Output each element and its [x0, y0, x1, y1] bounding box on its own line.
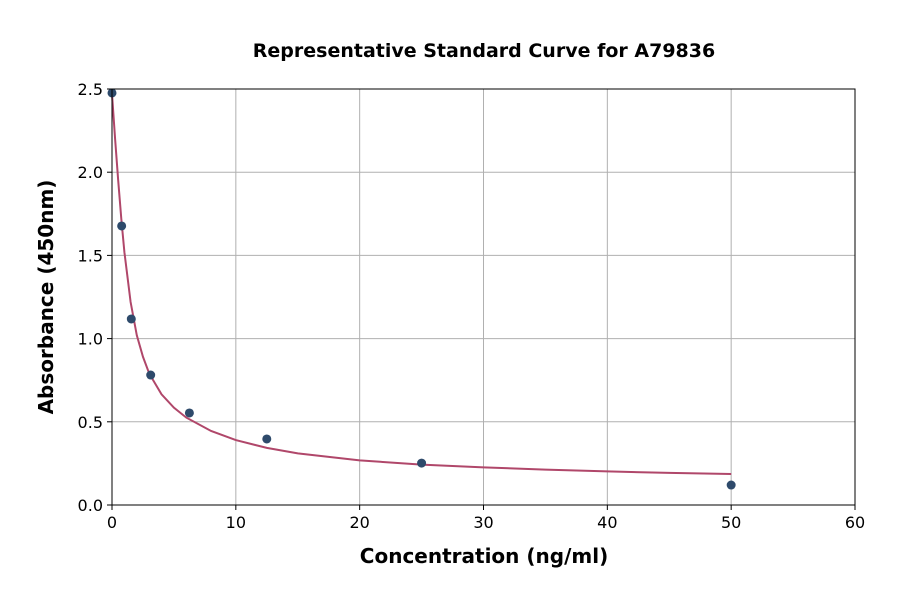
x-tick-label: 60 — [845, 513, 865, 532]
data-point — [417, 458, 427, 468]
data-point — [126, 314, 136, 324]
x-tick-label: 50 — [721, 513, 741, 532]
data-point — [726, 480, 736, 490]
y-tick-label: 2.5 — [78, 80, 103, 99]
y-tick-label: 2.0 — [78, 163, 103, 182]
data-point — [146, 370, 156, 380]
x-tick-label: 30 — [473, 513, 493, 532]
data-point — [117, 221, 127, 231]
x-tick-label: 0 — [107, 513, 117, 532]
x-axis-label: Concentration (ng/ml) — [360, 544, 608, 568]
x-tick-label: 20 — [349, 513, 369, 532]
y-tick-label: 1.5 — [78, 246, 103, 265]
data-point — [262, 434, 272, 444]
y-axis-label: Absorbance (450nm) — [34, 180, 58, 415]
x-tick-label: 40 — [597, 513, 617, 532]
chart-title: Representative Standard Curve for A79836 — [253, 40, 715, 62]
x-tick-label: 10 — [226, 513, 246, 532]
y-tick-label: 0.5 — [78, 413, 103, 432]
y-tick-label: 0.0 — [78, 496, 103, 515]
fit-curve — [111, 93, 732, 475]
y-tick-label: 1.0 — [78, 330, 103, 349]
data-point — [184, 408, 194, 418]
